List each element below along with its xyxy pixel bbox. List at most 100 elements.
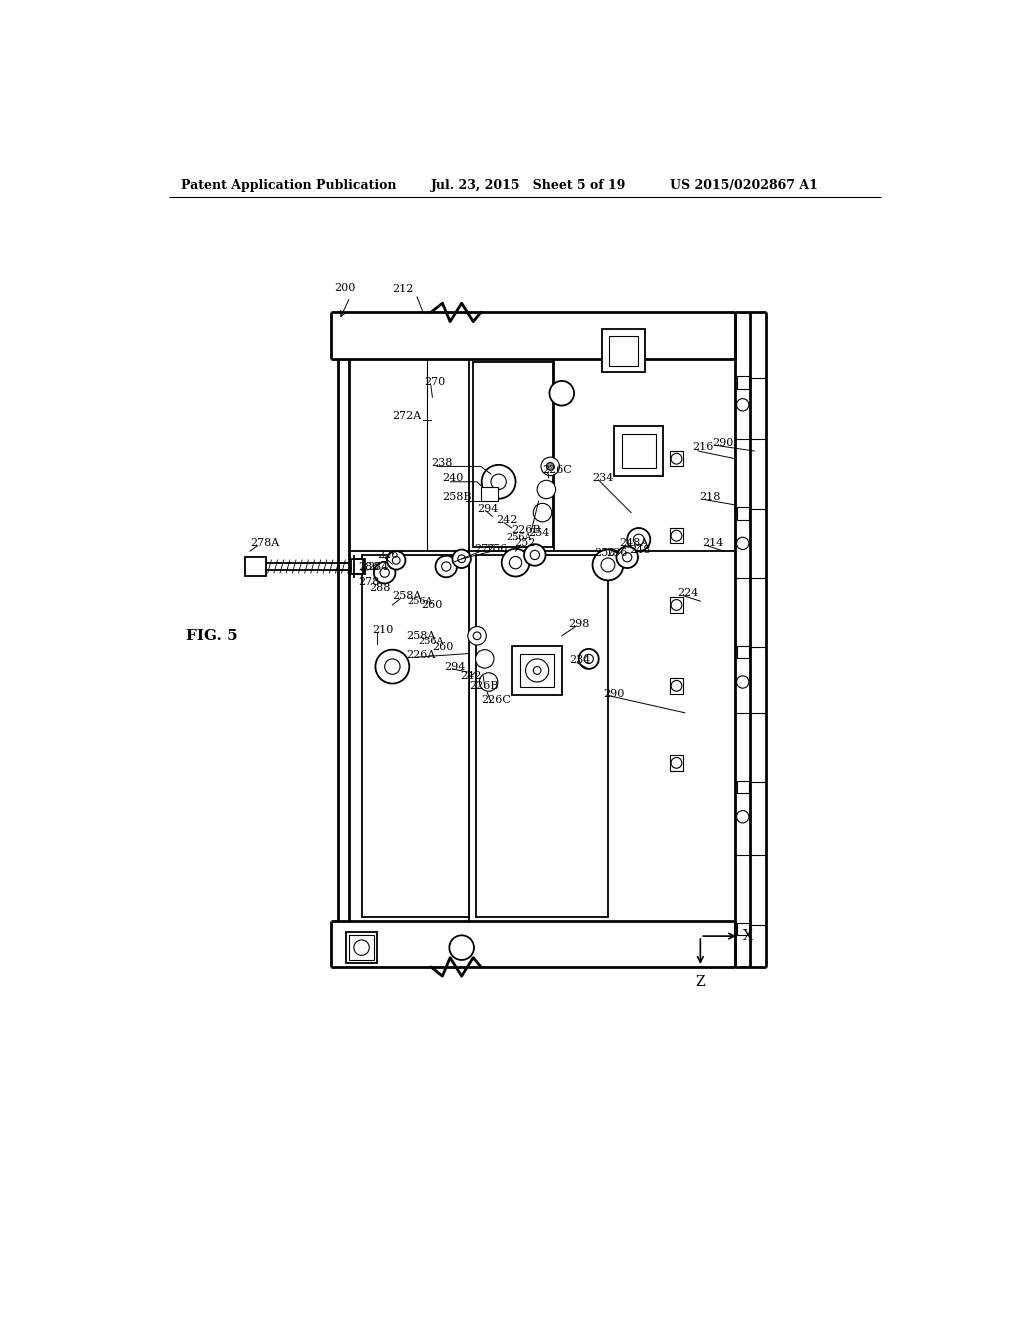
Circle shape — [736, 810, 749, 822]
Circle shape — [671, 531, 682, 541]
Bar — [670, 451, 683, 466]
Circle shape — [584, 655, 593, 664]
Circle shape — [435, 556, 457, 577]
Text: 290: 290 — [712, 438, 733, 449]
Text: Z: Z — [695, 974, 706, 989]
Circle shape — [736, 399, 749, 411]
Text: 218: 218 — [698, 492, 720, 502]
Bar — [346, 932, 377, 964]
Text: 278: 278 — [358, 577, 380, 587]
Text: Jul. 23, 2015   Sheet 5 of 19: Jul. 23, 2015 Sheet 5 of 19 — [431, 178, 627, 191]
Bar — [245, 557, 266, 576]
Bar — [481, 487, 498, 502]
Bar — [670, 755, 683, 771]
Text: 226C: 226C — [481, 694, 511, 705]
Circle shape — [547, 462, 554, 470]
Circle shape — [481, 465, 515, 499]
Text: 258A: 258A — [392, 591, 422, 601]
Text: 226B: 226B — [512, 525, 542, 536]
Text: 242: 242 — [497, 515, 518, 525]
Circle shape — [736, 537, 749, 549]
Circle shape — [550, 381, 574, 405]
Bar — [736, 507, 749, 520]
Circle shape — [579, 649, 599, 669]
Circle shape — [671, 453, 682, 465]
Bar — [512, 645, 562, 696]
Text: 226B: 226B — [469, 681, 499, 690]
Text: 256A: 256A — [419, 638, 444, 647]
Text: FIG. 5: FIG. 5 — [186, 628, 238, 643]
Text: 260: 260 — [432, 643, 454, 652]
Text: 200: 200 — [335, 282, 356, 293]
Bar — [670, 528, 683, 544]
Bar — [520, 653, 554, 688]
Text: 226A: 226A — [407, 649, 435, 660]
Text: 240: 240 — [442, 473, 464, 483]
Bar — [614, 426, 664, 475]
Circle shape — [374, 562, 395, 583]
Text: 260: 260 — [422, 601, 443, 610]
Bar — [351, 558, 365, 574]
Bar — [622, 434, 655, 469]
Circle shape — [623, 553, 632, 562]
Bar — [670, 597, 683, 612]
Circle shape — [671, 599, 682, 610]
Text: 252: 252 — [514, 539, 536, 548]
Circle shape — [387, 552, 406, 570]
Text: 256A: 256A — [506, 533, 531, 541]
Circle shape — [392, 557, 400, 564]
Circle shape — [468, 627, 486, 645]
Bar — [736, 780, 749, 793]
Bar — [473, 363, 553, 548]
Text: 298: 298 — [568, 619, 589, 630]
Text: US 2015/0202867 A1: US 2015/0202867 A1 — [670, 178, 817, 191]
Text: 256A: 256A — [408, 597, 433, 606]
Circle shape — [385, 659, 400, 675]
Bar — [736, 376, 749, 388]
Text: 214: 214 — [701, 539, 723, 548]
Circle shape — [509, 557, 521, 569]
Text: 284: 284 — [368, 561, 389, 572]
Text: 248: 248 — [630, 545, 651, 554]
Circle shape — [376, 649, 410, 684]
Text: 216: 216 — [692, 442, 714, 453]
Text: 258B: 258B — [442, 492, 472, 502]
Circle shape — [525, 659, 549, 682]
Circle shape — [380, 568, 389, 577]
Text: 226C: 226C — [543, 465, 572, 475]
Circle shape — [490, 474, 506, 490]
Circle shape — [502, 549, 529, 577]
Text: 288: 288 — [370, 583, 390, 593]
Bar — [475, 554, 608, 917]
Circle shape — [524, 544, 546, 566]
Text: 234: 234 — [569, 656, 591, 665]
Text: 248A: 248A — [620, 539, 649, 548]
Circle shape — [593, 549, 624, 581]
Circle shape — [671, 758, 682, 768]
Circle shape — [354, 940, 370, 956]
Text: 294: 294 — [444, 661, 466, 672]
Bar — [608, 337, 638, 366]
Bar — [736, 923, 749, 936]
Circle shape — [616, 546, 638, 568]
Text: 226: 226 — [377, 550, 398, 560]
Text: 272A: 272A — [392, 412, 422, 421]
Circle shape — [634, 535, 644, 545]
Text: 258A: 258A — [407, 631, 435, 640]
Text: 296: 296 — [606, 548, 628, 557]
Circle shape — [736, 676, 749, 688]
Text: 256: 256 — [486, 544, 508, 554]
Bar — [736, 645, 749, 659]
Bar — [670, 678, 683, 693]
Text: 210: 210 — [373, 624, 393, 635]
Bar — [602, 330, 645, 372]
Circle shape — [534, 667, 541, 675]
Circle shape — [473, 632, 481, 640]
Text: 238: 238 — [431, 458, 453, 467]
Bar — [349, 936, 374, 960]
Circle shape — [671, 681, 682, 692]
Text: 254: 254 — [528, 528, 549, 539]
Circle shape — [450, 936, 474, 960]
Text: 270: 270 — [425, 376, 445, 387]
Text: Patent Application Publication: Patent Application Publication — [180, 178, 396, 191]
